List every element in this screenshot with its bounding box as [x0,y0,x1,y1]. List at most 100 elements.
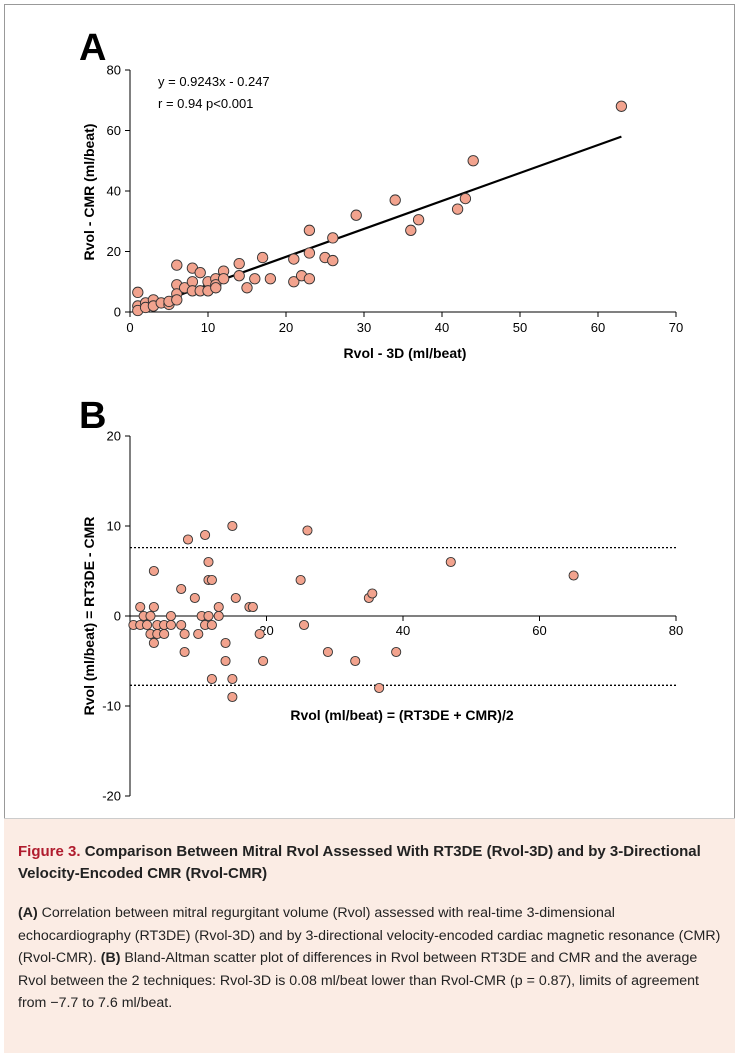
panel-a-data-point [288,276,300,288]
panel-b-data-point [213,601,224,613]
panel-b-data-point [367,588,378,599]
panel-b-y-tick-label: -20 [102,789,121,804]
caption-figure-label: Figure 3. [18,843,81,860]
panel-a-x-tick-label: 50 [513,320,527,335]
panel-b-data-point [165,619,176,631]
panel-b-data-point [193,628,204,640]
panel-b-data-point [295,574,306,586]
panel-a-x-tick-label: 60 [591,320,605,335]
panel-b-data-point [206,673,217,685]
panel-a-data-point [217,273,230,285]
caption-title-text: Comparison Between Mitral Rvol Assessed … [18,843,701,882]
panel-b-data-point [176,583,187,595]
panel-a-data-point [412,214,425,226]
panel-b-data-point [220,655,231,667]
panel-b-data-point [165,610,176,622]
panel-b-data-point [203,610,214,622]
panel-a-letter: A [79,27,106,69]
panel-b-x-tick-label: 60 [532,623,546,638]
panel-b-y-tick-label: 20 [107,429,121,444]
panel-b-data-point [298,619,310,631]
panel-a-data-point [459,192,472,205]
panel-a-x-axis-label: Rvol - 3D (ml/beat) [344,345,467,361]
panel-a-x-tick-label: 0 [126,320,133,335]
panel-b-x-tick-label: 80 [669,623,683,638]
panel-a-data-point [256,251,269,264]
panel-b-data-point [142,619,153,631]
panel-a-x-tick-label: 40 [435,320,449,335]
panel-a-x-tick-label: 30 [357,320,371,335]
caption-part-a-label: (A) [18,905,38,921]
panel-b-data-point [145,610,156,622]
panel-a-data-point [350,209,362,221]
panel-b-data-point [568,570,579,581]
panel-a-x-tick-label: 20 [279,320,293,335]
panel-b-data-point [230,592,241,604]
panel-a-y-axis-label: Rvol - CMR (ml/beat) [81,124,97,261]
caption-part-b-label: (B) [100,950,121,966]
panel-a-data-point [171,294,183,306]
panel-b-letter: B [79,395,106,437]
panel-a-correlation: r = 0.94 p<0.001 [158,96,253,111]
panel-a-y-tick-label: 80 [107,63,121,78]
panel-b-data-point [213,610,224,622]
panel-b-chart: B Rvol (ml/beat) = RT3DE - CMR Rvol (ml/… [79,395,683,804]
panel-a-x-tick-label: 70 [669,320,683,335]
panel-a-data-point [194,267,206,279]
panel-b-data-point [322,646,333,658]
caption-title: Figure 3. Comparison Between Mitral Rvol… [18,841,718,885]
panel-b-data-point [148,565,159,577]
panel-a-data-point [288,253,300,265]
panel-a-data-point [615,100,628,112]
panel-b-data-point [227,691,238,703]
panel-a-data-point [210,282,222,294]
panel-b-data-point [179,628,190,640]
panel-b-data-point [179,646,190,658]
panel-b-data-point [258,655,269,667]
panel-a-y-tick-label: 0 [114,305,121,320]
panel-a-equation: y = 0.9243x - 0.247 [158,74,270,89]
panel-b-data-point [247,601,258,613]
panel-a-data-point [303,247,316,259]
caption-body: (A) Correlation between mitral regurgita… [18,902,724,1015]
panel-b-y-tick-label: 0 [114,609,121,624]
caption-part-a-text: Correlation between mitral regurgitant v… [18,905,721,966]
panel-a-data-point [389,194,401,206]
panel-b-data-point [206,574,217,586]
panel-b-data-point [391,646,402,658]
panel-b-x-axis-label: Rvol (ml/beat) = (RT3DE + CMR)/2 [290,707,513,723]
panel-b-data-point [176,619,187,631]
panel-a-data-point [241,282,253,294]
panel-a-data-point [233,270,245,282]
panel-b-data-point [182,534,194,545]
panel-b-data-point [374,682,385,694]
panel-b-x-tick-label: 40 [396,623,410,638]
panel-a-data-point [451,203,464,215]
panel-a-y-tick-label: 20 [107,244,121,259]
panel-a-y-tick-label: 40 [107,184,121,199]
panel-a-data-point [327,254,339,267]
panel-b-data-point [350,655,361,667]
panel-b-y-axis-label: Rvol (ml/beat) = RT3DE - CMR [81,517,97,716]
panel-b-data-point [159,628,170,640]
panel-b-data-point [200,529,211,541]
panel-a-data-point [467,155,479,167]
panel-b-data-point [302,525,313,536]
panel-b-data-point [227,673,238,685]
panel-a-data-point [171,259,183,271]
panel-b-data-point [254,628,265,640]
panel-a-data-point [249,273,261,285]
panel-a-data-point [264,273,277,285]
figure-svg: A Rvol - CMR (ml/beat) Rvol - 3D (ml/bea… [79,27,683,804]
panel-a-x-tick-label: 10 [201,320,215,335]
panel-b-data-point [203,556,214,568]
panel-a-data-point [132,286,144,298]
panel-a-y-tick-label: 60 [107,123,121,138]
panel-a-chart: A Rvol - CMR (ml/beat) Rvol - 3D (ml/bea… [79,27,683,361]
caption-part-b-text: Bland-Altman scatter plot of differences… [18,950,699,1011]
panel-a-data-point [303,224,316,236]
panel-b-data-point [445,556,456,568]
panel-b-data-point [135,601,146,613]
figure-caption: Figure 3. Comparison Between Mitral Rvol… [4,818,735,1053]
panel-b-data-point [189,592,200,604]
